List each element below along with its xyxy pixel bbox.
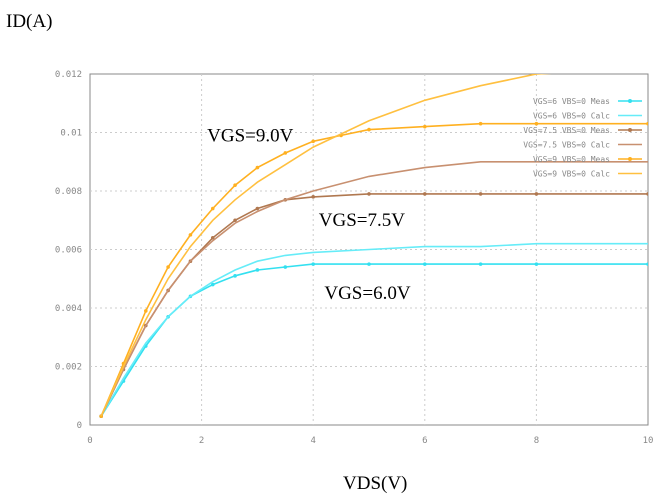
data-point (478, 192, 483, 196)
data-point (367, 192, 371, 196)
series-line-2 (100, 242, 648, 417)
y-tick-label: 0.008 (55, 187, 82, 197)
curve-annotation: VGS=6.0V (324, 283, 410, 304)
axes: 0 2 4 6 8 10 0 0.002 0.004 0.006 0.008 0.01 0.012 (55, 70, 654, 446)
legend-label: VGS=9 VBS=0 Calc (533, 170, 610, 179)
data-point (188, 233, 193, 237)
legend: VGS=6 VBS=0 Meas VGS=6 VBS=0 Calc VGS=7.5 … (523, 97, 642, 179)
data-point (646, 192, 648, 196)
data-point (210, 282, 215, 287)
curve-annotation: VGS=9.0V (207, 125, 293, 146)
y-tick-label: 0.012 (55, 70, 82, 80)
data-point (423, 262, 427, 266)
curve-annotations: VGS=9.0V VGS=7.5V VGS=6.0V (207, 125, 411, 304)
curve-annotation: VGS=7.5V (319, 210, 405, 231)
data-point (478, 262, 483, 266)
x-tick-label: 0 (87, 436, 92, 446)
data-point (233, 218, 237, 223)
data-point (233, 183, 237, 187)
y-axis-label: ID(A) (6, 11, 52, 32)
x-tick-label: 4 (310, 436, 315, 446)
legend-label: VGS=9 VBS=0 Meas (533, 155, 610, 164)
data-point (534, 121, 539, 126)
data-point (367, 127, 371, 132)
y-tick-label: 0.006 (55, 246, 82, 256)
legend-marker (628, 128, 632, 132)
data-point (423, 124, 427, 129)
data-point (534, 262, 539, 266)
data-point (283, 265, 288, 269)
legend-label: VGS=6 VBS=0 Meas (533, 97, 610, 106)
legend-label: VGS=6 VBS=0 Calc (533, 112, 610, 121)
data-point (311, 262, 316, 266)
legend-label: VGS=7.5 VBS=0 Meas (523, 126, 610, 135)
data-point (311, 139, 316, 144)
data-point (210, 206, 215, 211)
data-point (367, 262, 371, 266)
y-tick-label: 0 (77, 421, 82, 431)
data-point (255, 206, 260, 211)
y-tick-label: 0.01 (60, 129, 82, 139)
data-point (311, 195, 316, 199)
y-tick-label: 0.004 (55, 304, 82, 314)
data-point (646, 121, 648, 126)
data-point (166, 265, 170, 269)
data-point (255, 268, 260, 272)
x-tick-label: 2 (199, 436, 204, 446)
series-line-6 (100, 74, 552, 417)
series-line-4 (100, 161, 648, 417)
legend-label: VGS=7.5 VBS=0 Calc (523, 141, 610, 150)
data-point (144, 309, 148, 313)
data-point (233, 274, 237, 278)
y-tick-label: 0.002 (55, 363, 82, 373)
data-point (646, 262, 648, 266)
legend-marker (628, 157, 632, 161)
series-line-5 (100, 122, 648, 417)
x-axis-label: VDS(V) (343, 473, 407, 494)
data-point (534, 192, 539, 196)
data-point (478, 121, 483, 126)
data-point (423, 192, 427, 196)
x-tick-label: 10 (643, 436, 654, 446)
data-point (255, 165, 260, 170)
x-tick-label: 8 (534, 436, 539, 446)
series-layer (99, 74, 648, 419)
data-point (283, 151, 288, 155)
legend-marker (628, 99, 632, 103)
data-point (210, 236, 215, 240)
x-tick-label: 6 (422, 436, 427, 446)
